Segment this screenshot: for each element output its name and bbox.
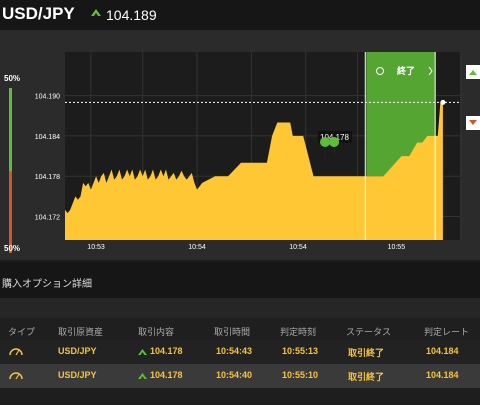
content-value: 104.178 xyxy=(150,370,183,380)
gauge-top-label: 50% xyxy=(4,74,21,83)
content-cell: 104.178 xyxy=(138,370,183,380)
purchase-table: タイプ 取引原資産 取引内容 取引時間 判定時刻 ステータス 判定レート USD… xyxy=(0,318,480,388)
end-label: 終了 xyxy=(376,65,433,76)
x-tick-label: 10:53 xyxy=(87,244,105,251)
header-judge: 判定時刻 xyxy=(280,327,317,337)
status-cell: 取引終了 xyxy=(348,348,385,358)
time-cell: 10:54:43 xyxy=(216,346,253,356)
table-row[interactable]: USD/JPY 104.178 10:54:43 10:55:13 取引終了 1… xyxy=(0,340,480,364)
entry-markers xyxy=(320,137,340,162)
rate-cell: 104.184 xyxy=(426,370,459,380)
x-tick-label: 10:54 xyxy=(289,244,307,251)
top-bar: USD/JPY 104.189 xyxy=(0,0,480,30)
entry-marker-icon xyxy=(320,137,331,162)
clock-icon xyxy=(376,67,384,75)
header-asset: 取引原資産 xyxy=(58,327,104,337)
y-tick-label: 104.172 xyxy=(35,215,60,222)
section-gap xyxy=(0,298,480,318)
content-value: 104.178 xyxy=(150,346,183,356)
asset-cell: USD/JPY xyxy=(58,346,97,356)
judge-cell: 10:55:13 xyxy=(282,346,319,356)
judge-cell: 10:55:10 xyxy=(282,370,319,380)
header-content: 取引内容 xyxy=(138,327,175,337)
section-title: 購入オプション詳細 xyxy=(2,279,92,290)
header-time: 取引時間 xyxy=(214,327,251,337)
table-row[interactable]: USD/JPY 104.178 10:54:40 10:55:10 取引終了 1… xyxy=(0,364,480,388)
price-chart[interactable]: 104.172 104.178 104.184 104.190 10:53 10:54 1… xyxy=(0,30,480,260)
gauge-down-bar xyxy=(9,171,12,253)
gauge-icon xyxy=(8,369,24,383)
time-cell: 10:54:40 xyxy=(216,370,253,380)
up-arrow-icon xyxy=(138,349,147,356)
y-tick-label: 104.184 xyxy=(35,134,60,141)
gauge-up-bar xyxy=(9,88,12,171)
rate-cell: 104.184 xyxy=(426,346,459,356)
price-area xyxy=(65,102,443,241)
up-arrow-icon xyxy=(469,70,477,75)
header-rate: 判定レート xyxy=(424,327,470,337)
gauge-bottom-label: 50% xyxy=(4,244,21,253)
section-header: 購入オプション詳細 xyxy=(0,262,480,298)
currency-pair-title: USD/JPY xyxy=(2,4,75,23)
table-header: タイプ 取引原資産 取引内容 取引時間 判定時刻 ステータス 判定レート xyxy=(0,318,480,340)
x-tick-label: 10:54 xyxy=(188,244,206,251)
x-tick-label: 10:55 xyxy=(388,244,406,251)
header-status: ステータス xyxy=(346,327,392,337)
chevron-right-icon xyxy=(428,66,433,76)
asset-cell: USD/JPY xyxy=(58,370,97,380)
down-arrow-icon xyxy=(469,120,477,125)
current-price: 104.189 xyxy=(106,7,157,23)
status-cell: 取引終了 xyxy=(348,372,385,382)
y-tick-label: 104.190 xyxy=(35,94,60,101)
header-type: タイプ xyxy=(8,327,36,337)
current-price-dot xyxy=(440,99,446,105)
y-tick-label: 104.178 xyxy=(35,174,60,181)
up-arrow-icon xyxy=(91,9,101,16)
entry-marker-icon xyxy=(329,137,340,162)
up-arrow-icon xyxy=(138,373,147,380)
gauge-icon xyxy=(8,345,24,359)
end-text: 終了 xyxy=(397,65,415,76)
content-cell: 104.178 xyxy=(138,346,183,356)
